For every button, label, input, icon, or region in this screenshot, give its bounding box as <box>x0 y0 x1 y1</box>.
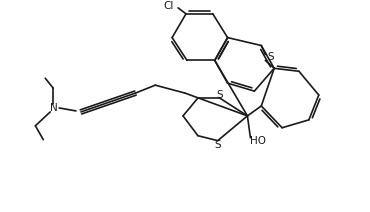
Text: HO: HO <box>250 136 266 146</box>
Text: N: N <box>50 103 58 113</box>
Text: S: S <box>216 90 223 100</box>
Text: Cl: Cl <box>163 1 173 11</box>
Text: S: S <box>267 52 273 62</box>
Text: S: S <box>214 140 221 150</box>
